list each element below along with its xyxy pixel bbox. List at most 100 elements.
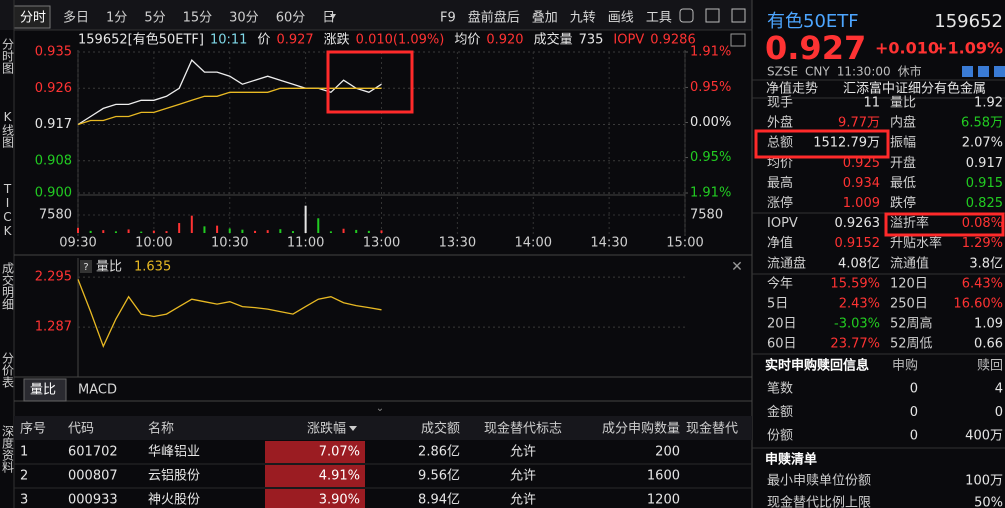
x-tick-label: 13:30	[439, 236, 476, 251]
column-header[interactable]: 序号	[20, 422, 46, 437]
info-item: 均价	[454, 33, 480, 48]
stat-value: 1.92	[974, 96, 1003, 111]
volume-bar	[102, 230, 105, 233]
stat-label: 总额	[767, 136, 793, 151]
stat-value: 0	[995, 405, 1003, 420]
x-tick-label: 10:30	[211, 236, 248, 251]
tool-button[interactable]: 盘前盘后	[468, 10, 520, 26]
stat-value: 11	[863, 96, 880, 111]
edit-icon[interactable]	[962, 66, 973, 77]
side-tab[interactable]: 分价表	[1, 352, 15, 388]
tool-button[interactable]: 工具	[646, 11, 672, 26]
table-cell: 200	[655, 445, 680, 460]
side-tab[interactable]: TICK	[1, 182, 15, 238]
stat-value: 2.07%	[962, 136, 1003, 151]
side-tab[interactable]: 深度资料	[1, 425, 15, 473]
table-cell: 7.07%	[319, 445, 360, 460]
period-tab[interactable]: 30分	[229, 11, 259, 26]
period-tab[interactable]: 5分	[144, 11, 165, 26]
info-item: 0.010(1.09%)	[356, 33, 445, 48]
stat-label: 净值	[767, 235, 793, 251]
y-tick-label: 0.900	[35, 186, 72, 201]
indicator-tab[interactable]: MACD	[78, 383, 117, 398]
tool-button[interactable]: 九转	[570, 11, 596, 26]
volume-bar	[216, 225, 219, 233]
chart-icon[interactable]	[730, 33, 746, 47]
stat-value: 0.825	[966, 196, 1003, 211]
period-tab[interactable]: 15分	[183, 11, 213, 26]
column-header[interactable]: 现金替代标志	[484, 421, 562, 437]
stat-value: 23.77%	[830, 337, 880, 352]
close-icon[interactable]	[731, 8, 746, 23]
column-header[interactable]: 涨跌幅	[307, 421, 346, 437]
tool-button[interactable]: 画线	[608, 11, 634, 26]
stat-label: IOPV	[767, 216, 798, 231]
table-header-bg	[14, 416, 752, 440]
x-tick-label: 10:00	[135, 236, 172, 251]
table-cell: 9.56亿	[418, 469, 460, 484]
volume-bar	[165, 231, 168, 233]
tool-button[interactable]: F9	[440, 11, 456, 26]
stat-value: -3.03%	[834, 317, 880, 332]
share-icon[interactable]	[978, 66, 989, 77]
side-tab[interactable]: 成交明细	[1, 262, 15, 310]
volume-bar	[266, 230, 269, 233]
stat-value: 50%	[974, 496, 1003, 508]
indicator-tab[interactable]: 量比	[30, 383, 56, 398]
stat-value: 4.08亿	[838, 256, 880, 271]
stat-value: 0.934	[843, 176, 880, 191]
column-header: 申购	[892, 358, 918, 374]
column-header[interactable]: 成分申购数量	[602, 421, 680, 437]
volume-bar	[127, 229, 130, 233]
stat-value: 0.08%	[962, 216, 1003, 231]
volume-bar	[140, 231, 143, 233]
collapse-icon[interactable]: ⌄	[376, 403, 384, 414]
price-line	[77, 87, 382, 126]
stat-label: 外盘	[767, 115, 793, 131]
y-tick-label: 0.908	[35, 153, 72, 168]
column-header[interactable]: 名称	[148, 421, 174, 437]
section-title: 实时申购赎回信息	[765, 358, 869, 374]
side-tab[interactable]: 分时图	[1, 38, 15, 74]
settings-icon[interactable]	[679, 8, 694, 23]
period-tab[interactable]: 日	[322, 11, 335, 26]
table-cell: 允许	[510, 492, 536, 508]
price-line	[77, 279, 382, 349]
more-icon[interactable]	[994, 66, 1005, 77]
stat-label: 量比	[890, 96, 916, 111]
period-tab[interactable]: 60分	[276, 11, 306, 26]
table-cell: 1	[20, 445, 28, 460]
period-tab[interactable]: 1分	[106, 11, 127, 26]
stat-value: 4	[995, 382, 1003, 397]
nav-tab[interactable]: 净值走势	[766, 81, 818, 97]
y2-tick-label: 7580	[690, 208, 723, 223]
stat-label: 最高	[767, 175, 793, 191]
price-line	[77, 58, 382, 126]
help-icon[interactable]	[80, 260, 92, 273]
info-item: 10:11	[210, 33, 247, 48]
info-item: 价	[257, 33, 270, 48]
highlight-box	[754, 129, 890, 159]
table-cell: 神火股份	[148, 493, 200, 508]
column-header[interactable]: 代码	[68, 422, 94, 437]
table-cell: 2	[20, 469, 28, 484]
period-tab[interactable]: 多日	[63, 10, 89, 26]
volume-bar	[190, 215, 193, 233]
side-tab[interactable]: K线图	[1, 110, 15, 148]
column-header[interactable]: 现金替代	[686, 421, 738, 437]
column-header[interactable]: 成交额	[421, 421, 460, 437]
x-tick-label: 13:00	[363, 236, 400, 251]
stat-value: 1.009	[843, 196, 880, 211]
close-icon[interactable]: ✕	[731, 259, 743, 275]
tool-button[interactable]: 叠加	[532, 11, 558, 26]
table-cell: 允许	[510, 444, 536, 460]
y-tick-label: 0.935	[35, 45, 72, 60]
period-tab[interactable]: 分时	[20, 11, 46, 26]
window-icon[interactable]	[705, 8, 720, 23]
highlight-box	[884, 212, 1005, 237]
info-item: 0.927	[276, 33, 313, 48]
volume-bar	[304, 205, 307, 233]
volume-bar	[380, 230, 383, 233]
sort-icon[interactable]	[349, 426, 357, 431]
